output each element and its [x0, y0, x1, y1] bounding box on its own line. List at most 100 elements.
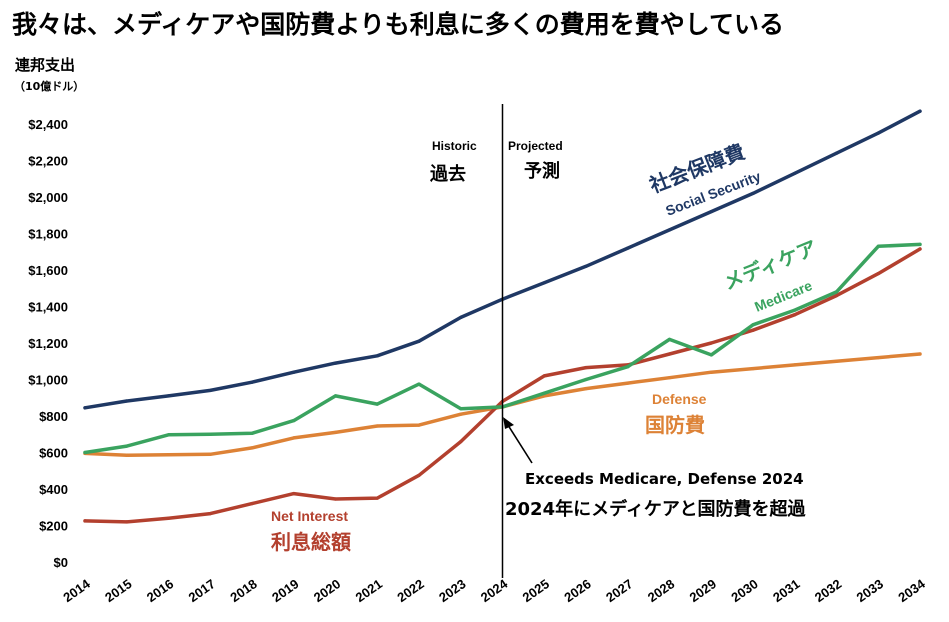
data-point-defense [584, 387, 588, 391]
data-point-medicare [208, 432, 212, 436]
data-point-medicare [250, 431, 254, 435]
data-point-medicare [417, 382, 421, 386]
data-point-social-security [626, 246, 630, 250]
defense-label-en: Defense [652, 391, 707, 407]
x-tick-label: 2033 [854, 576, 886, 605]
data-point-medicare [333, 394, 338, 398]
x-tick-label: 2023 [436, 576, 468, 605]
x-tick-label: 2014 [60, 576, 93, 605]
y-tick-label: $1,600 [28, 263, 68, 278]
data-point-social-security [793, 171, 797, 175]
data-point-medicare [626, 365, 630, 369]
data-point-net-interest [793, 313, 797, 317]
data-point-net-interest [208, 511, 212, 516]
data-point-social-security [584, 264, 588, 268]
defense-label-ja: 国防費 [645, 413, 705, 437]
x-tick-label: 2022 [394, 576, 426, 605]
data-point-defense [375, 424, 379, 428]
data-point-medicare [751, 323, 755, 327]
x-tick-label: 2032 [812, 576, 844, 605]
x-tick-label: 2019 [269, 576, 301, 605]
data-point-medicare [459, 407, 463, 411]
y-tick-label: $2,000 [28, 190, 68, 205]
data-point-net-interest [834, 294, 839, 298]
data-point-defense [709, 370, 713, 374]
data-point-net-interest [459, 440, 463, 444]
data-point-net-interest [667, 352, 672, 356]
data-point-defense [626, 381, 630, 385]
x-tick-label: 2020 [311, 576, 343, 605]
data-point-social-security [459, 315, 463, 319]
data-point-social-security [250, 380, 254, 384]
data-point-medicare [584, 377, 588, 382]
projected-label-en: Projected [508, 139, 563, 153]
data-point-net-interest [166, 516, 171, 520]
data-point-net-interest [250, 502, 254, 506]
x-tick-label: 2021 [353, 576, 385, 605]
data-point-medicare [709, 353, 713, 357]
data-point-defense [793, 363, 797, 367]
data-point-social-security [166, 394, 171, 398]
annotation-arrow [505, 421, 533, 464]
data-point-net-interest [918, 247, 922, 251]
data-point-social-security [709, 210, 713, 214]
data-point-net-interest [876, 272, 880, 276]
data-point-social-security [876, 131, 880, 135]
y-tick-label: $1,200 [28, 336, 68, 351]
net-interest-label-ja: 利息総額 [271, 530, 351, 554]
data-point-defense [918, 352, 922, 356]
x-tick-label: 2031 [770, 576, 802, 605]
x-tick-label: 2029 [687, 576, 719, 605]
data-point-net-interest [417, 473, 421, 477]
y-tick-label: $600 [39, 446, 68, 461]
historic-label-en: Historic [432, 139, 477, 153]
x-tick-label: 2028 [645, 576, 677, 605]
y-tick-label: $1,800 [28, 227, 68, 242]
data-point-social-security [751, 191, 755, 195]
x-tick-label: 2015 [102, 576, 134, 605]
x-tick-label: 2024 [478, 576, 511, 605]
x-tick-label: 2017 [186, 576, 218, 605]
data-point-net-interest [292, 492, 296, 496]
data-point-defense [417, 423, 421, 427]
y-tick-label: $800 [39, 409, 68, 424]
data-point-defense [125, 453, 129, 457]
data-point-defense [292, 436, 296, 440]
data-point-medicare [83, 450, 87, 455]
x-tick-label: 2026 [561, 576, 593, 605]
data-point-medicare [793, 308, 797, 312]
data-point-social-security [667, 228, 672, 232]
y-tick-label: $2,200 [28, 154, 68, 169]
y-tick-label: $400 [39, 482, 68, 497]
x-tick-label: 2027 [603, 576, 635, 605]
data-point-defense [208, 452, 212, 456]
data-point-medicare [876, 244, 880, 248]
data-point-social-security [208, 388, 212, 392]
data-point-social-security [542, 281, 546, 285]
data-point-social-security [83, 406, 87, 410]
data-point-medicare [542, 391, 546, 395]
annotation-en: Exceeds Medicare, Defense 2024 [525, 470, 804, 488]
data-point-net-interest [751, 328, 755, 332]
data-point-defense [333, 430, 338, 434]
data-point-net-interest [375, 496, 379, 500]
data-point-social-security [375, 354, 379, 358]
data-point-net-interest [709, 341, 713, 345]
data-point-medicare [292, 419, 296, 423]
y-tick-label: $2,400 [28, 117, 68, 132]
data-point-medicare [375, 402, 379, 406]
y-tick-label: $200 [39, 519, 68, 534]
y-tick-label: $0 [54, 555, 68, 570]
y-tick-label: $1,400 [28, 300, 68, 315]
data-point-social-security [125, 399, 129, 403]
annotation-ja: 2024年にメディケアと国防費を超過 [505, 498, 806, 520]
data-point-medicare [918, 242, 922, 246]
y-tick-labels: $0 $200 $400 $600 $800 $1,000 $1,200 $1,400 $1,6… [28, 117, 68, 570]
annotation-arrowhead [503, 417, 514, 429]
data-point-net-interest [333, 497, 338, 501]
projected-label-ja: 予測 [524, 160, 560, 182]
data-point-social-security [333, 361, 338, 365]
data-point-defense [667, 376, 672, 380]
data-point-medicare [166, 433, 171, 437]
data-point-defense [166, 453, 171, 457]
